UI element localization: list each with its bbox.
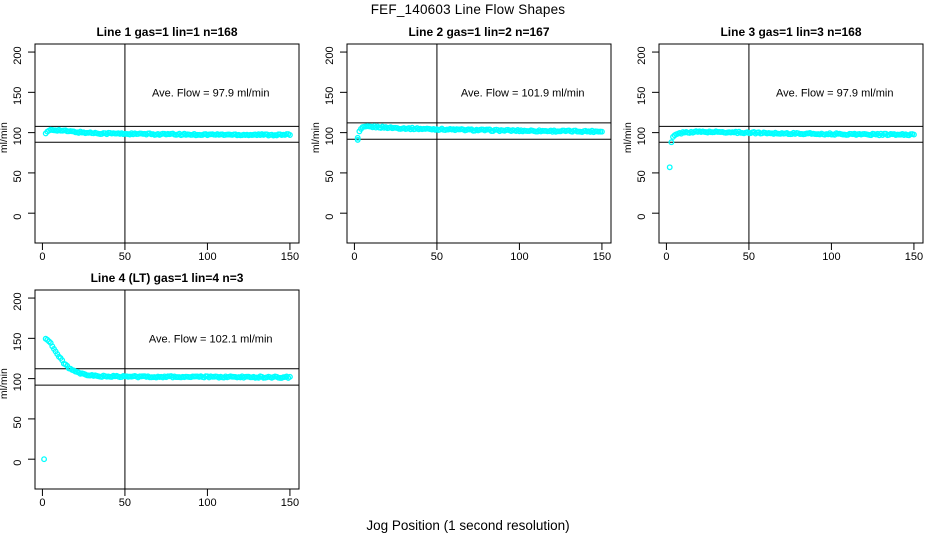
x-tick-label: 0: [351, 251, 357, 263]
panel-title: Line 1 gas=1 lin=1 n=168: [96, 25, 237, 39]
y-tick-label: 100: [324, 127, 336, 145]
data-point: [286, 132, 293, 138]
plot-box: [658, 43, 924, 244]
y-tick-label: 150: [12, 333, 24, 351]
x-tick-label: 150: [281, 497, 299, 509]
data-point-outlier: [666, 164, 673, 171]
y-tick-label: 150: [12, 87, 24, 105]
x-tick-label: 100: [822, 251, 840, 263]
x-tick-label: 50: [743, 251, 755, 263]
y-tick-label: 100: [636, 127, 648, 145]
x-tick-label: 150: [593, 251, 611, 263]
y-tick-label: 0: [324, 214, 336, 220]
x-tick-label: 50: [119, 497, 131, 509]
y-tick-label: 200: [12, 46, 24, 64]
data-point-outlier: [354, 136, 361, 143]
data-point: [286, 373, 293, 380]
y-axis-unit-label: ml/min: [0, 368, 10, 399]
data-point-outlier: [354, 134, 361, 141]
y-tick-label: 150: [324, 87, 336, 105]
avg-flow-label: Ave. Flow = 97.9 ml/min: [776, 87, 893, 99]
y-axis-unit-label: ml/min: [0, 122, 10, 153]
data-point: [910, 131, 917, 138]
x-tick-label: 150: [905, 251, 923, 263]
y-tick-label: 150: [636, 87, 648, 105]
y-tick-label: 0: [636, 214, 648, 220]
y-tick-label: 50: [12, 416, 24, 428]
y-tick-label: 50: [12, 170, 24, 182]
data-point: [598, 128, 605, 135]
data-point-outlier: [41, 456, 48, 463]
avg-flow-label: Ave. Flow = 97.9 ml/min: [152, 87, 269, 99]
y-tick-label: 0: [12, 214, 24, 220]
y-axis-unit-label: ml/min: [310, 122, 322, 153]
x-tick-label: 100: [510, 251, 528, 263]
panel-title: Line 2 gas=1 lin=2 n=167: [408, 25, 549, 39]
x-axis-label: Jog Position (1 second resolution): [366, 518, 570, 533]
y-tick-label: 100: [12, 127, 24, 145]
y-tick-label: 200: [324, 46, 336, 64]
x-tick-label: 50: [119, 251, 131, 263]
panel-title: Line 4 (LT) gas=1 lin=4 n=3: [91, 271, 244, 285]
x-tick-label: 0: [663, 251, 669, 263]
x-tick-label: 150: [281, 251, 299, 263]
y-tick-label: 200: [12, 292, 24, 310]
plot-box: [346, 43, 612, 244]
x-tick-label: 0: [39, 251, 45, 263]
panel-title: Line 3 gas=1 lin=3 n=168: [720, 25, 861, 39]
plot-box: [34, 289, 300, 490]
y-tick-label: 50: [324, 170, 336, 182]
y-tick-label: 50: [636, 170, 648, 182]
x-tick-label: 50: [431, 251, 443, 263]
plot-box: [34, 43, 300, 244]
y-tick-label: 100: [12, 373, 24, 391]
y-tick-label: 200: [636, 46, 648, 64]
avg-flow-label: Ave. Flow = 102.1 ml/min: [149, 333, 273, 345]
x-tick-label: 100: [198, 497, 216, 509]
data-point: [668, 139, 675, 146]
y-tick-label: 0: [12, 460, 24, 466]
x-tick-label: 0: [39, 497, 45, 509]
avg-flow-label: Ave. Flow = 101.9 ml/min: [461, 87, 585, 99]
y-axis-unit-label: ml/min: [622, 122, 634, 153]
figure-title: FEF_140603 Line Flow Shapes: [370, 2, 566, 17]
x-tick-label: 100: [198, 251, 216, 263]
